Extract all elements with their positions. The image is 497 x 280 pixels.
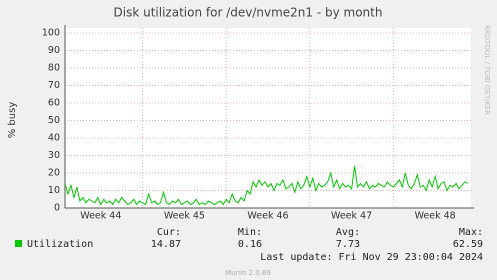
x-tick-label: Week 45	[164, 211, 205, 222]
summary-header: Max:	[459, 227, 483, 238]
y-tick-label: 80	[48, 63, 60, 74]
summary-header: Cur:	[157, 227, 181, 238]
last-update: Last update: Fri Nov 29 23:00:04 2024	[260, 252, 483, 263]
y-tick-label: 50	[48, 115, 60, 126]
y-tick-label: 60	[48, 98, 60, 109]
chart-title: Disk utilization for /dev/nvme2n1 - by m…	[114, 6, 383, 20]
side-text: RRDTOOL / TOBI OETIKER	[483, 25, 491, 115]
legend-label: Utilization	[27, 239, 93, 250]
plot-area	[65, 28, 471, 208]
summary-value: 0.16	[238, 239, 262, 250]
x-tick-label: Week 46	[247, 211, 288, 222]
x-tick-label: Week 48	[415, 211, 456, 222]
y-tick-label: 20	[48, 168, 60, 179]
summary-value: 7.73	[336, 239, 360, 250]
y-tick-label: 70	[48, 80, 60, 91]
x-tick-label: Week 47	[331, 211, 372, 222]
footer: Munin 2.0.69	[225, 269, 271, 277]
y-tick-label: 40	[48, 133, 60, 144]
y-tick-label: 90	[48, 45, 60, 56]
x-tick-label: Week 44	[80, 211, 121, 222]
y-tick-label: 30	[48, 150, 60, 161]
y-tick-label: 10	[48, 185, 60, 196]
summary-value: 14.87	[151, 239, 181, 250]
summary-header: Min:	[238, 227, 262, 238]
legend-swatch	[15, 240, 22, 247]
summary-value: 62.59	[453, 239, 483, 250]
y-axis-label: % busy	[7, 102, 18, 139]
summary-header: Avg:	[336, 227, 360, 238]
y-tick-label: 0	[54, 203, 60, 214]
data-line	[64, 165, 469, 206]
y-tick-label: 100	[42, 28, 60, 39]
